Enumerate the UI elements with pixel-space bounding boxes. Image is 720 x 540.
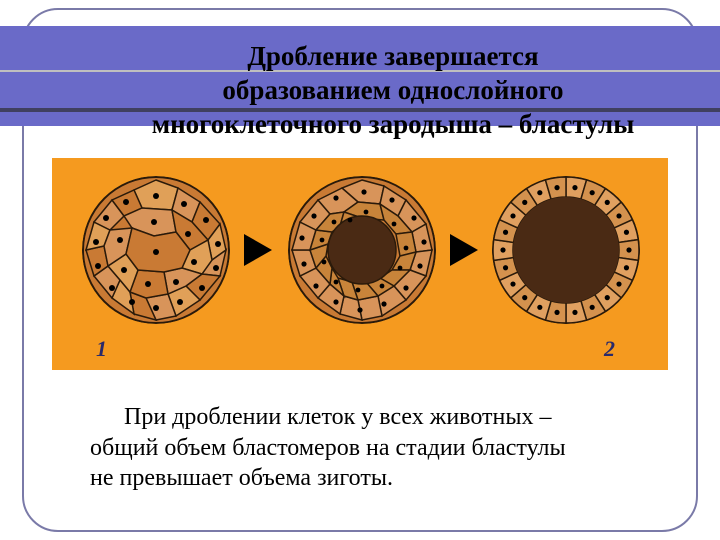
cleavage-diagram: 1 2 xyxy=(52,158,668,370)
slide-title: Дробление завершается образованием однос… xyxy=(94,40,692,155)
body-line-3: не превышает объема зиготы. xyxy=(90,463,700,494)
body-line-2: общий объем бластомеров на стадии бласту… xyxy=(90,433,700,464)
body-text: При дроблении клеток у всех животных – о… xyxy=(90,402,700,494)
stage-label-2: 2 xyxy=(604,336,615,362)
arrow-2 xyxy=(450,234,478,266)
title-line-1: Дробление завершается xyxy=(94,40,692,74)
stage-2-early-blastula xyxy=(288,176,436,324)
title-line-3: многоклеточного зародыша – бластулы xyxy=(94,108,692,142)
stage-label-1: 1 xyxy=(96,336,107,362)
title-line-2: образованием однослойного xyxy=(94,74,692,108)
stage-3-blastula xyxy=(492,176,640,324)
stage-1-morula xyxy=(82,176,230,324)
arrow-1 xyxy=(244,234,272,266)
body-line-1: При дроблении клеток у всех животных – xyxy=(124,402,700,433)
